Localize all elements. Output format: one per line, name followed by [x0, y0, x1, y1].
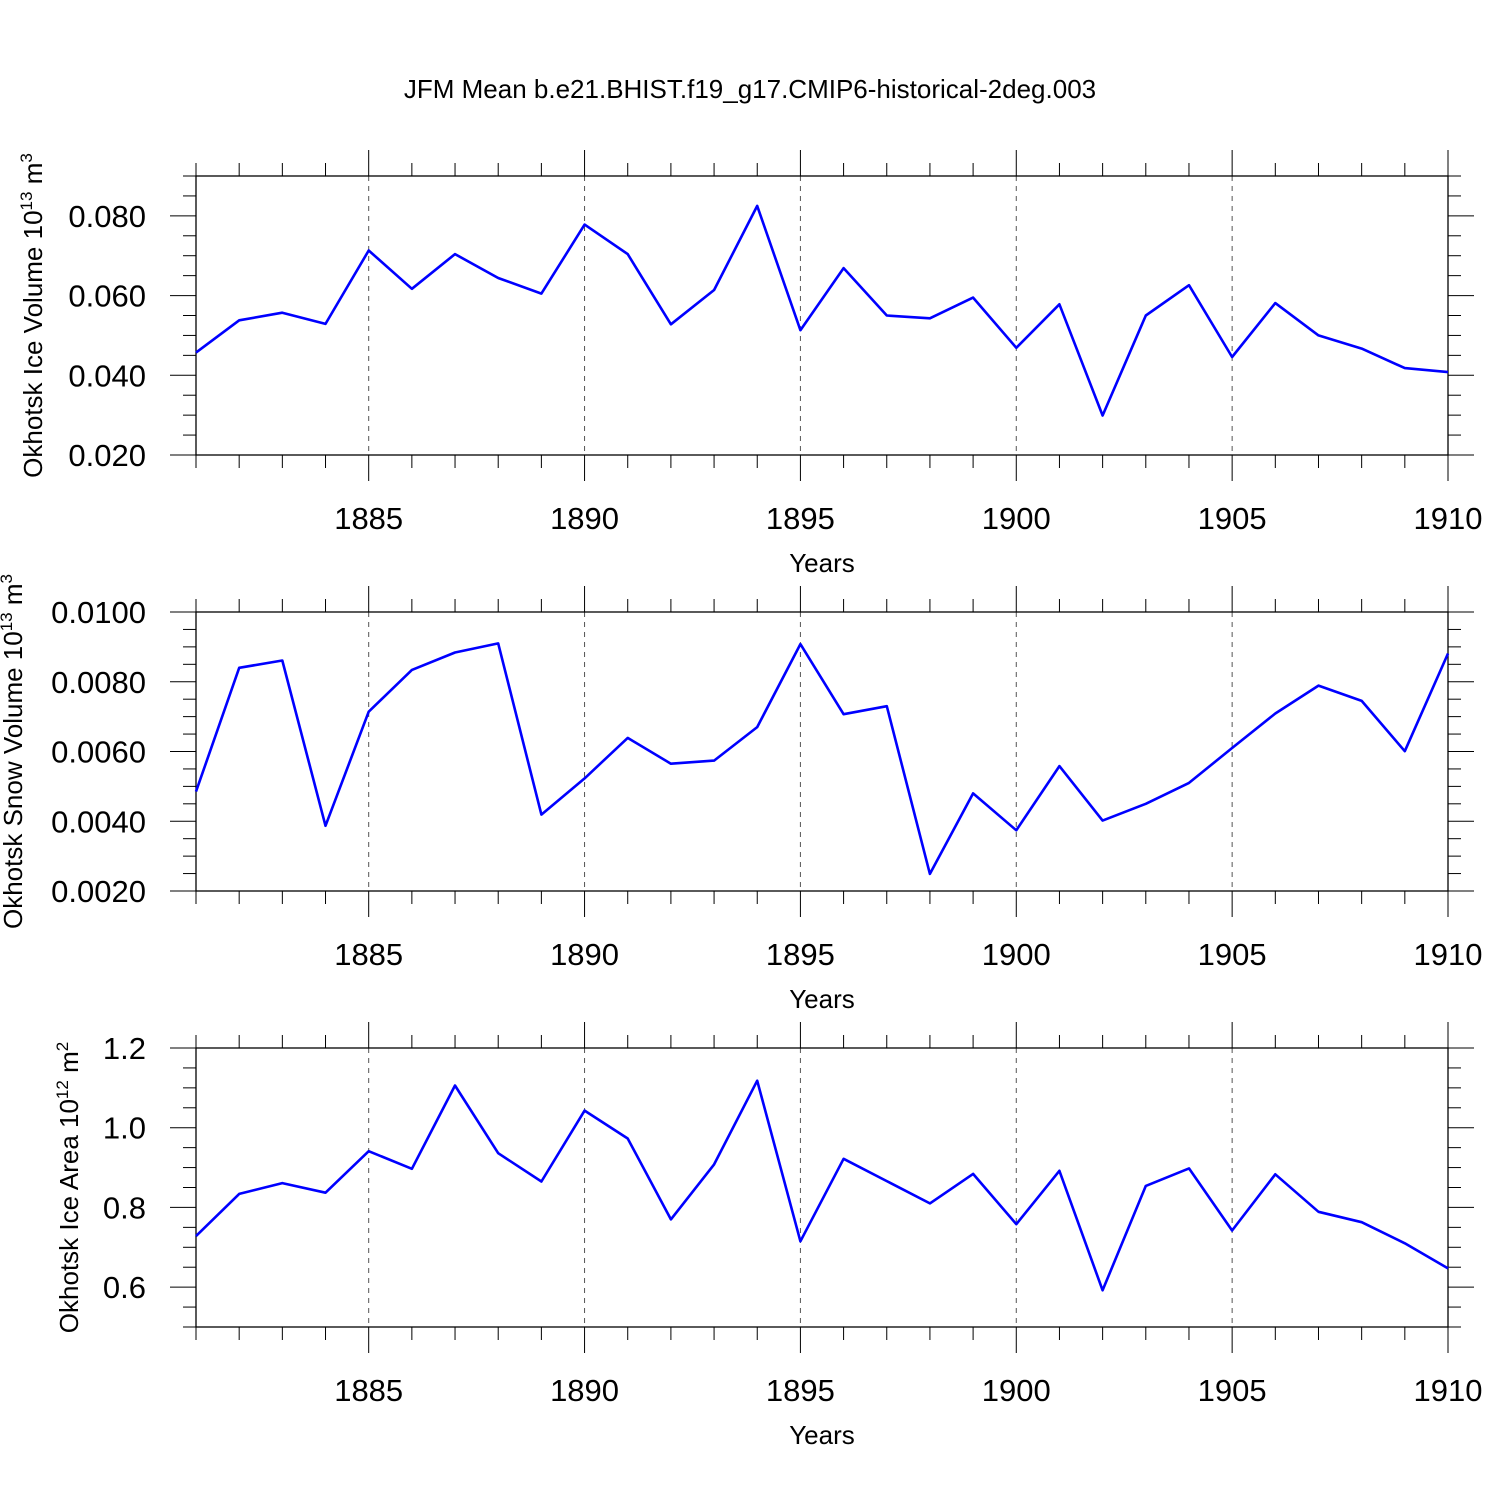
y-axis-label-unit: m [18, 163, 48, 192]
y-axis-label-exp: 13 [17, 192, 36, 211]
x-tick-label: 1900 [982, 1373, 1051, 1408]
x-axis-label: Years [789, 984, 855, 1014]
y-tick-label: 0.0020 [51, 874, 146, 909]
y-axis-label-exp: 12 [53, 1080, 72, 1099]
y-axis-label: Okhotsk Ice Area 1012 m2 [53, 1042, 84, 1333]
plot-frame [195, 1047, 1449, 1328]
x-tick-label: 1910 [1414, 501, 1483, 536]
y-tick-label: 0.060 [68, 279, 146, 314]
x-tick-label: 1900 [982, 501, 1051, 536]
y-axis-label-unit: m [54, 1051, 84, 1080]
x-tick-label: 1900 [982, 937, 1051, 972]
x-tick-label: 1890 [550, 937, 619, 972]
x-tick-label: 1885 [334, 1373, 403, 1408]
y-axis-label-text: Okhotsk Ice Volume 10 [18, 210, 48, 477]
x-tick-label: 1890 [550, 501, 619, 536]
y-axis-label-text: Okhotsk Snow Volume 10 [0, 631, 28, 929]
y-tick-label: 1.0 [103, 1111, 146, 1146]
x-tick-label: 1905 [1198, 937, 1267, 972]
x-tick-label: 1895 [766, 1373, 835, 1408]
y-axis-label: Okhotsk Ice Volume 1013 m3 [17, 153, 48, 478]
x-tick-label: 1890 [550, 1373, 619, 1408]
x-tick-label: 1910 [1414, 1373, 1483, 1408]
series-line-1 [195, 204, 1449, 417]
x-axis-label: Years [789, 548, 855, 578]
y-tick-label: 0.0060 [51, 735, 146, 770]
series-line-1 [195, 1079, 1449, 1292]
chart-title: JFM Mean b.e21.BHIST.f19_g17.CMIP6-histo… [404, 74, 1096, 104]
y-axis-label: Okhotsk Snow Volume 1013 m3 [0, 574, 28, 929]
y-tick-label: 0.8 [103, 1190, 146, 1225]
y-tick-label: 0.0040 [51, 804, 146, 839]
y-tick-label: 0.080 [68, 199, 146, 234]
x-tick-label: 1905 [1198, 1373, 1267, 1408]
y-axis-label-unit-exp: 3 [17, 153, 36, 162]
x-tick-label: 1910 [1414, 937, 1483, 972]
plot-frame [195, 611, 1449, 892]
plot-frame [195, 175, 1449, 456]
panel-3: 1885 1890 1895 1900 1905 1910 Years 0.6 0.8 1.0 1.… [53, 1022, 1482, 1450]
x-tick-label: 1895 [766, 501, 835, 536]
panel-2: 1885 1890 1895 1900 1905 1910 Years 0.0020 0.004… [0, 574, 1482, 1014]
y-tick-label: 0.0080 [51, 665, 146, 700]
y-axis-label-unit-exp: 2 [53, 1042, 72, 1051]
x-tick-label: 1905 [1198, 501, 1267, 536]
y-tick-label: 0.040 [68, 358, 146, 393]
panel-1: 1885 1890 1895 1900 1905 1910 Years 0.020 0.040 0… [17, 150, 1482, 578]
x-tick-label: 1885 [334, 501, 403, 536]
y-tick-label: 0.020 [68, 438, 146, 473]
series-line-1 [194, 642, 1450, 876]
y-axis-label-unit: m [0, 583, 28, 612]
y-tick-label: 1.2 [103, 1031, 146, 1066]
x-axis-label: Years [789, 1420, 855, 1450]
y-axis-label-unit-exp: 3 [0, 574, 16, 583]
y-axis-label-exp: 13 [0, 612, 16, 631]
y-tick-label: 0.6 [103, 1270, 146, 1305]
x-tick-label: 1895 [766, 937, 835, 972]
y-tick-label: 0.0100 [51, 595, 146, 630]
x-tick-label: 1885 [334, 937, 403, 972]
y-axis-label-text: Okhotsk Ice Area 10 [54, 1099, 84, 1333]
